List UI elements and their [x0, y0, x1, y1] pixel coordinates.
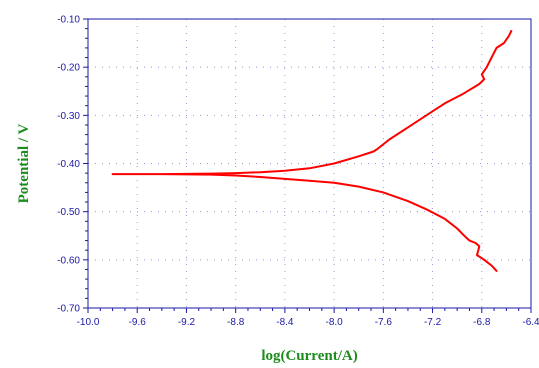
x-tick-label: -8.4 — [276, 317, 294, 328]
y-tick-label: -0.30 — [57, 111, 80, 122]
y-tick-label: -0.40 — [57, 159, 80, 170]
x-tick-label: -8.8 — [227, 317, 245, 328]
x-tick-label: -10.0 — [77, 317, 100, 328]
axis-ticks: -10.0 -9.6 -9.2 -8.8 -8.4 -8.0 -7.6 -7.2 -6.8 -6.… — [57, 15, 539, 329]
grid — [88, 19, 531, 308]
x-tick-label: -7.2 — [424, 317, 442, 328]
x-tick-label: -7.6 — [375, 317, 393, 328]
x-tick-label: -9.2 — [178, 317, 196, 328]
y-tick-label: -0.20 — [57, 63, 80, 74]
x-tick-label: -6.8 — [473, 317, 491, 328]
y-tick-label: -0.50 — [57, 207, 80, 218]
y-axis-title: Potential / V — [16, 123, 32, 203]
y-tick-label: -0.70 — [57, 304, 80, 315]
plot-frame — [87, 18, 532, 309]
x-tick-label: -6.4 — [522, 317, 539, 328]
y-tick-label: -0.10 — [57, 15, 80, 26]
series-layer — [111, 30, 513, 272]
x-tick-label: -9.6 — [129, 317, 147, 328]
series-line — [111, 30, 513, 272]
x-axis-title: log(Current/A) — [261, 348, 357, 364]
x-tick-label: -8.0 — [325, 317, 343, 328]
y-tick-label: -0.60 — [57, 255, 80, 266]
